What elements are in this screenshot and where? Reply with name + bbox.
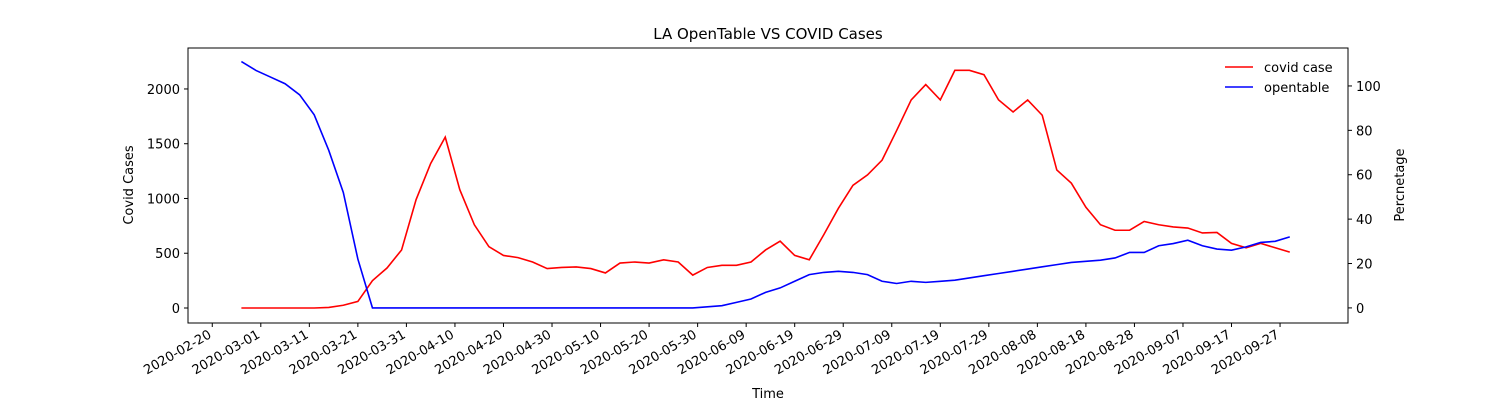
y2-tick-label: 40 xyxy=(1356,213,1373,228)
chart-title: LA OpenTable VS COVID Cases xyxy=(653,25,883,43)
y2-tick-label: 60 xyxy=(1356,169,1373,184)
x-axis-label: Time xyxy=(751,387,784,400)
legend-label: opentable xyxy=(1264,81,1329,96)
y2-axis-label: Percnetage xyxy=(1393,148,1408,221)
y2-tick-label: 0 xyxy=(1356,302,1364,317)
series-line xyxy=(241,69,1290,309)
y2-tick-label: 100 xyxy=(1356,80,1381,95)
y-axis-label: Covid Cases xyxy=(122,145,137,225)
y2-tick-label: 20 xyxy=(1356,258,1373,273)
y-tick-label: 1500 xyxy=(147,138,180,153)
y2-tick-label: 80 xyxy=(1356,124,1373,139)
legend-label: covid case xyxy=(1264,61,1333,76)
y-tick-label: 2000 xyxy=(147,83,180,98)
plot-frame xyxy=(187,47,1349,324)
y-tick-label: 1000 xyxy=(147,192,180,207)
y-tick-label: 0 xyxy=(172,302,180,317)
series-line xyxy=(240,60,1290,309)
y-tick-label: 500 xyxy=(155,247,180,262)
